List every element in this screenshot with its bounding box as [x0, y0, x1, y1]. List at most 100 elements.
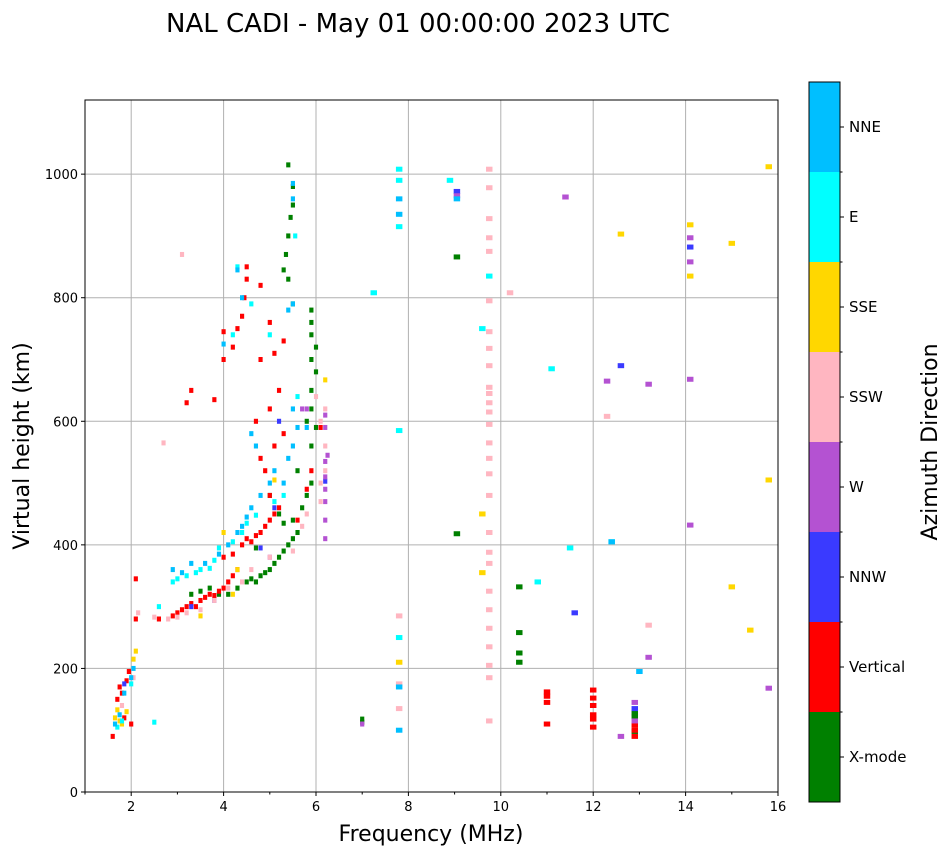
data-point-x-mode — [249, 576, 254, 582]
data-point-x-mode — [286, 276, 291, 282]
data-point-vertical — [543, 699, 551, 705]
data-point-x-mode — [288, 214, 293, 220]
data-point-vertical — [133, 576, 138, 582]
data-point-e — [395, 428, 403, 434]
data-point-ssw — [290, 548, 295, 554]
data-point-nne — [253, 443, 259, 449]
data-point-e — [272, 499, 277, 505]
data-point-e — [295, 394, 300, 400]
data-point-ssw — [486, 421, 493, 427]
data-point-vertical — [226, 579, 231, 585]
colorbar-label: Azimuth Direction — [918, 343, 943, 540]
data-point-ssw — [486, 549, 493, 555]
colorbar-swatch-vertical — [809, 622, 840, 712]
data-point-x-mode — [313, 369, 319, 375]
data-point-nne — [290, 196, 295, 202]
data-point-nnw — [323, 478, 328, 484]
data-point-vertical — [272, 443, 277, 449]
data-point-w — [323, 474, 328, 480]
data-point-vertical — [589, 716, 597, 722]
data-point-e — [395, 166, 403, 172]
data-point-e — [395, 635, 403, 641]
data-point-x-mode — [516, 630, 523, 636]
data-point-nne — [203, 560, 208, 566]
data-point-nne — [216, 551, 222, 557]
data-point-nne — [395, 684, 403, 690]
data-point-e — [230, 539, 235, 545]
data-point-e — [235, 264, 240, 270]
data-point-x-mode — [313, 344, 319, 350]
data-point-sse — [133, 648, 138, 654]
data-point-x-mode — [360, 716, 365, 722]
data-point-sse — [117, 718, 122, 724]
colorbar-swatch-w — [809, 442, 840, 532]
x-tick-label: 16 — [770, 800, 787, 815]
data-point-nne — [249, 505, 254, 511]
data-point-e — [115, 724, 120, 730]
data-point-nnw — [276, 418, 282, 424]
data-point-ssw — [486, 235, 493, 241]
data-point-sse — [617, 231, 625, 237]
data-point-vertical — [230, 344, 235, 350]
data-point-w — [686, 259, 694, 265]
data-point-ssw — [486, 185, 493, 191]
data-point-w — [631, 718, 639, 724]
data-point-vertical — [189, 387, 194, 393]
data-point-e — [175, 576, 180, 582]
data-point-sse — [395, 659, 403, 665]
data-point-vertical — [249, 539, 254, 545]
data-point-vertical — [221, 357, 226, 362]
data-point-vertical — [304, 486, 309, 492]
data-point-nnw — [571, 610, 578, 616]
data-point-w — [323, 517, 328, 523]
data-point-sse — [479, 570, 486, 576]
colorbar-frame — [808, 81, 841, 803]
data-point-vertical — [258, 282, 263, 288]
data-point-nne — [235, 530, 240, 535]
data-point-vertical — [258, 530, 263, 535]
data-point-nnw — [272, 505, 277, 511]
colorbar: X-mode Vertical NNW W SSW SSE E NNE — [808, 81, 906, 803]
data-point-sse — [124, 709, 129, 715]
data-point-ssw — [323, 468, 328, 474]
data-point-vertical — [244, 536, 249, 542]
data-point-x-mode — [244, 579, 249, 585]
data-point-vertical — [263, 468, 268, 474]
data-point-ssw — [318, 480, 323, 486]
data-point-nne — [272, 468, 277, 474]
data-point-ssw — [486, 345, 493, 351]
data-point-nnw — [453, 188, 461, 194]
data-point-e — [548, 366, 555, 372]
data-point-w — [360, 721, 365, 727]
data-point-ssw — [152, 614, 157, 620]
data-point-ssw — [486, 644, 493, 650]
data-point-w — [631, 699, 639, 705]
data-point-sse — [686, 222, 694, 228]
data-point-w — [765, 685, 772, 691]
plot-frame — [84, 99, 779, 793]
data-point-vertical — [189, 601, 194, 607]
data-point-e — [566, 545, 574, 551]
data-point-vertical — [212, 397, 217, 403]
axis-ticks: 2 4 6 8 10 12 14 16 0 200 400 600 800 1000 — [45, 168, 786, 815]
data-point-sse — [728, 240, 736, 246]
data-point-nne — [235, 267, 240, 273]
data-point-vertical — [242, 295, 247, 301]
data-point-ssw — [486, 560, 493, 566]
data-point-sse — [323, 377, 328, 383]
data-point-sse — [765, 164, 772, 170]
x-tick-label: 10 — [493, 800, 510, 815]
data-point-nne — [453, 196, 461, 202]
data-point-x-mode — [226, 591, 231, 597]
data-point-vertical — [318, 424, 323, 430]
data-point-ssw — [486, 363, 493, 369]
data-point-x-mode — [290, 536, 295, 542]
grid — [85, 100, 779, 793]
data-point-vertical — [295, 517, 300, 523]
colorbar-tick-label: Vertical — [849, 658, 905, 676]
data-point-vertical — [198, 597, 203, 603]
data-point-vertical — [543, 721, 551, 727]
data-point-vertical — [129, 721, 134, 727]
data-point-nne — [608, 539, 615, 545]
data-point-ssw — [486, 718, 493, 724]
